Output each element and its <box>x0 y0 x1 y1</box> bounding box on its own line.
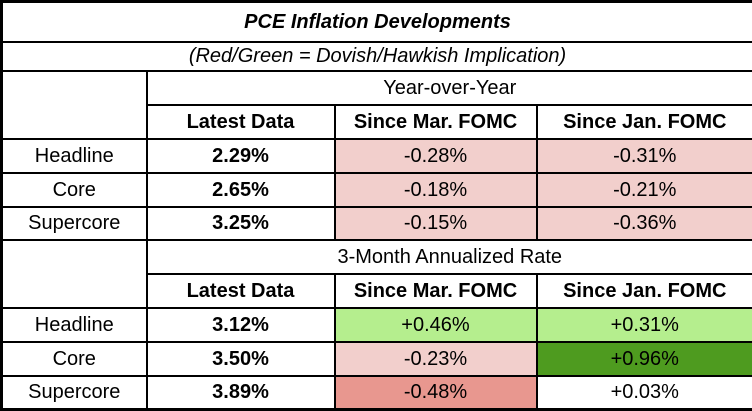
figure-subtitle: (Red/Green = Dovish/Hawkish Implication) <box>0 40 752 73</box>
table-row: Core 3.50% -0.23% +0.96% <box>0 340 752 377</box>
latest-data-cell: 3.50% <box>145 340 336 377</box>
latest-data-cell: 2.29% <box>145 137 336 174</box>
row-label-headline: Headline <box>0 137 148 174</box>
since-jan-cell: -0.36% <box>535 205 752 242</box>
row-label-core: Core <box>0 340 148 377</box>
table-row: Supercore 3.89% -0.48% +0.03% <box>0 374 752 411</box>
column-header-since-jan-fomc: Since Jan. FOMC <box>535 104 752 140</box>
since-mar-cell: +0.46% <box>333 306 538 343</box>
row-label-headline: Headline <box>0 306 148 343</box>
column-header-latest-data: Latest Data <box>145 104 336 140</box>
since-jan-cell: +0.96% <box>535 340 752 377</box>
since-mar-cell: -0.23% <box>333 340 538 377</box>
row-label-supercore: Supercore <box>0 205 148 242</box>
column-header-since-jan-fomc: Since Jan. FOMC <box>535 273 752 309</box>
section-header-yoy: Year-over-Year <box>145 70 752 107</box>
since-jan-cell: -0.21% <box>535 171 752 208</box>
since-jan-cell: +0.03% <box>535 374 752 411</box>
latest-data-cell: 2.65% <box>145 171 336 208</box>
column-header-since-mar-fomc: Since Mar. FOMC <box>333 104 538 140</box>
table-row: Core 2.65% -0.18% -0.21% <box>0 171 752 208</box>
corner-cell <box>0 239 148 309</box>
corner-cell <box>0 70 148 140</box>
table-row: Headline 3.12% +0.46% +0.31% <box>0 306 752 343</box>
since-mar-cell: -0.15% <box>333 205 538 242</box>
table-row: Supercore 3.25% -0.15% -0.36% <box>0 205 752 242</box>
table-row: Headline 2.29% -0.28% -0.31% <box>0 137 752 174</box>
since-mar-cell: -0.28% <box>333 137 538 174</box>
row-label-core: Core <box>0 171 148 208</box>
since-mar-cell: -0.18% <box>333 171 538 208</box>
since-jan-cell: -0.31% <box>535 137 752 174</box>
column-header-since-mar-fomc: Since Mar. FOMC <box>333 273 538 309</box>
row-label-supercore: Supercore <box>0 374 148 411</box>
since-mar-cell: -0.48% <box>333 374 538 411</box>
latest-data-cell: 3.12% <box>145 306 336 343</box>
column-header-latest-data: Latest Data <box>145 273 336 309</box>
latest-data-cell: 3.89% <box>145 374 336 411</box>
section-header-3m-annualized: 3-Month Annualized Rate <box>145 239 752 276</box>
figure-title: PCE Inflation Developments <box>0 0 752 43</box>
latest-data-cell: 3.25% <box>145 205 336 242</box>
since-jan-cell: +0.31% <box>535 306 752 343</box>
